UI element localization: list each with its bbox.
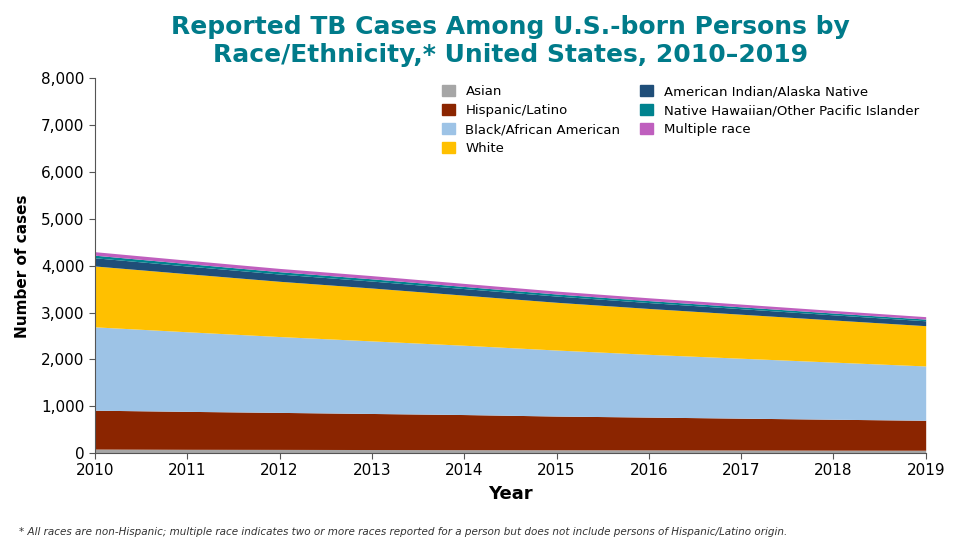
Legend: Asian, Hispanic/Latino, Black/African American, White, American Indian/Alaska Na: Asian, Hispanic/Latino, Black/African Am… [442, 85, 919, 155]
X-axis label: Year: Year [488, 485, 533, 503]
Title: Reported TB Cases Among U.S.-born Persons by
Race/Ethnicity,* United States, 201: Reported TB Cases Among U.S.-born Person… [171, 15, 850, 67]
Y-axis label: Number of cases: Number of cases [15, 194, 30, 338]
Text: * All races are non-Hispanic; multiple race indicates two or more races reported: * All races are non-Hispanic; multiple r… [19, 527, 787, 537]
